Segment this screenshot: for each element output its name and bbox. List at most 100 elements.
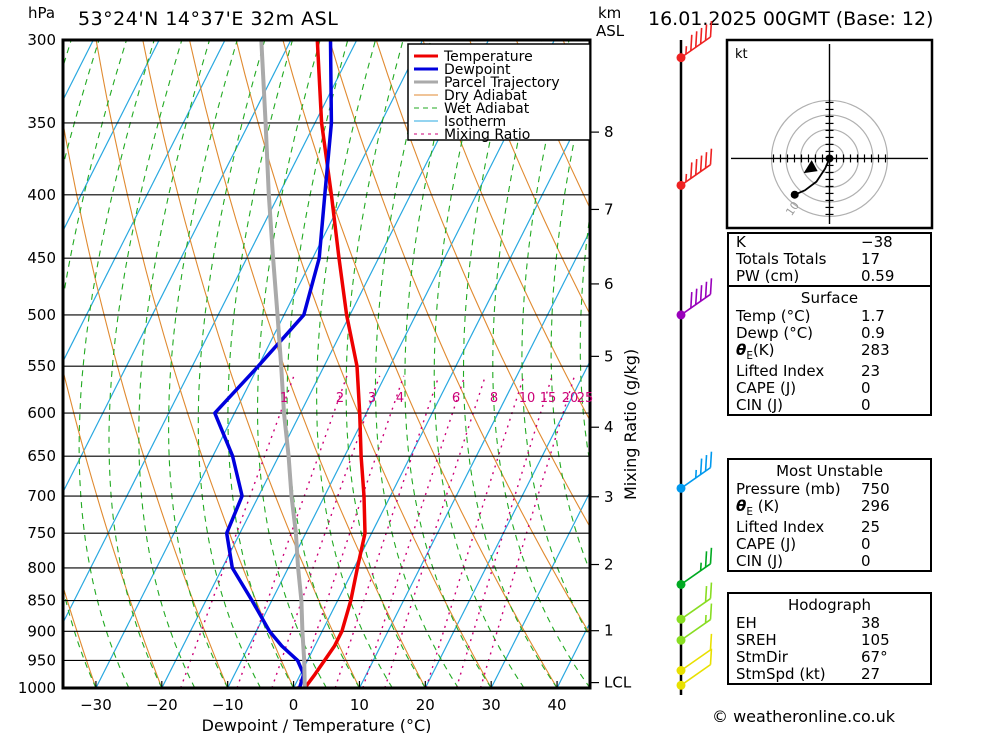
legend-label: Wet Adiabat [444, 101, 530, 117]
wind-barb [676, 547, 713, 589]
surface-label: CAPE (J) [736, 378, 797, 397]
mixing-ratio-value-label: 1 [280, 391, 288, 406]
pressure-tick-label: 950 [27, 651, 56, 669]
profile-dewpoint [213, 40, 334, 688]
altitude-tick-label: 5 [604, 347, 614, 365]
hodograph-stat-value: 105 [861, 631, 890, 649]
mixing-ratio-value-label: 4 [396, 391, 404, 406]
axis-labels: 3003504004505005506006507007508008509009… [18, 31, 640, 733]
surface-rows: Temp (°C) 1.7 Dewp (°C) 0.9 θE(K) 283 Lifted I… [729, 308, 930, 414]
lcl-label: LCL [604, 674, 632, 692]
surface-row: CAPE (J) 0 [729, 380, 930, 397]
profile-parcel-trajectory [259, 40, 307, 688]
most-unstable-value: 296 [861, 497, 890, 515]
wind-barb [676, 648, 713, 690]
temperature-tick-label: 30 [482, 696, 501, 714]
pressure-tick-label: 400 [27, 186, 56, 204]
pressure-tick-label: 900 [27, 622, 56, 640]
hodograph-stat-label: EH [736, 614, 757, 632]
stability-index-label: PW (cm) [736, 267, 800, 285]
hodograph-stat-value: 38 [861, 614, 881, 632]
stability-index-value: 17 [861, 250, 881, 268]
hodograph-stats-rows: EH 38 SREH 105 StmDir 67° StmSpd (kt) 27 [729, 615, 930, 683]
wind-barb [676, 451, 713, 493]
pressure-tick-label: 1000 [18, 679, 56, 697]
surface-value: 0.9 [861, 324, 885, 342]
pressure-tick-label: 700 [27, 487, 56, 505]
temperature-tick-label: −20 [146, 696, 178, 714]
most-unstable-value: 750 [861, 480, 890, 498]
mixing-ratio-value-label: 15 [540, 391, 557, 406]
mixing-ratio-value-label: 2 [336, 391, 344, 406]
wind-barb [676, 148, 713, 190]
hodograph-stats-title: Hodograph [787, 596, 872, 614]
pressure-unit-label: hPa [28, 4, 56, 22]
altitude-tick-label: 6 [604, 275, 614, 293]
most-unstable-rows: Pressure (mb) 750 θE (K) 296 Lifted Index 25 C… [729, 481, 930, 570]
altitude-tick-label: 2 [604, 556, 614, 574]
legend-label: Temperature [443, 49, 533, 65]
most-unstable-label: Pressure (mb) [736, 480, 841, 498]
most-unstable-value: 25 [861, 517, 881, 536]
stability-index-label: Totals Totals [736, 250, 827, 268]
surface-row: Dewp (°C) 0.9 [729, 325, 930, 342]
x-axis-title: Dewpoint / Temperature (°C) [202, 716, 432, 733]
hodograph-stat-row: StmSpd (kt) 27 [729, 666, 930, 683]
wind-barb-column [676, 20, 713, 695]
pressure-tick-label: 850 [27, 592, 56, 610]
surface-title: Surface [800, 289, 859, 307]
surface-value: 283 [861, 341, 890, 359]
mixing-ratio-value-label: 3 [368, 391, 376, 406]
most-unstable-row: CAPE (J) 0 [729, 536, 930, 553]
legend-label: Dewpoint [444, 62, 511, 78]
temperature-tick-label: 40 [548, 696, 567, 714]
pressure-tick-label: 750 [27, 524, 56, 542]
most-unstable-label: CIN (J) [736, 551, 784, 570]
surface-value: 0 [861, 378, 871, 397]
hodograph-stat-label: StmSpd (kt) [736, 665, 826, 683]
hodograph-stat-row: StmDir 67° [729, 649, 930, 666]
altitude-tick-label: 3 [604, 488, 614, 506]
altitude-unit-label: km [598, 4, 622, 22]
altitude-tick-label: 7 [604, 200, 614, 218]
temperature-tick-label: 0 [289, 696, 299, 714]
hodograph-stat-label: StmDir [736, 648, 788, 666]
pressure-tick-label: 550 [27, 357, 56, 375]
station-title: 53°24'N 14°37'E 32m ASL [78, 8, 339, 30]
indices-panel: K −38 Totals Totals 17 PW (cm) 0.59 Surface T… [727, 232, 932, 416]
pressure-tick-label: 350 [27, 114, 56, 132]
hodograph-stats-panel: Hodograph EH 38 SREH 105 StmDir 67° StmSpd (kt… [727, 592, 932, 685]
wind-barb [676, 582, 713, 624]
mixing-ratio-value-label: 10 [519, 391, 536, 406]
surface-row: Temp (°C) 1.7 [729, 308, 930, 325]
mixing-ratio-value-label: 20 [562, 391, 579, 406]
legend-label: Parcel Trajectory [444, 75, 560, 91]
pressure-tick-label: 800 [27, 559, 56, 577]
temperature-tick-label: 20 [416, 696, 435, 714]
profile-temperature [303, 40, 367, 688]
hodograph-stat-value: 27 [861, 665, 881, 683]
surface-value: 0 [861, 395, 871, 414]
mixing-ratio-axis-title: Mixing Ratio (g/kg) [621, 349, 640, 500]
surface-row: Lifted Index 23 [729, 363, 930, 380]
profile-curves [213, 40, 367, 688]
most-unstable-label: Lifted Index [736, 517, 825, 536]
wind-barb [676, 633, 713, 675]
most-unstable-value: 0 [861, 534, 871, 553]
most-unstable-title: Most Unstable [776, 462, 883, 480]
mixing-ratio-value-label: 25 [577, 391, 594, 406]
datetime-title: 16.01.2025 00GMT (Base: 12) [648, 8, 934, 30]
altitude-asl-label: ASL [596, 22, 625, 40]
stability-indices-rows: K −38 Totals Totals 17 PW (cm) 0.59 [729, 234, 930, 285]
hodograph-stat-value: 67° [861, 648, 888, 666]
wind-barb [676, 20, 713, 63]
altitude-tick-label: 4 [604, 418, 614, 436]
stability-index-row: PW (cm) 0.59 [729, 268, 930, 285]
wind-barb [676, 603, 713, 645]
surface-label: Dewp (°C) [736, 324, 814, 342]
legend-label: Mixing Ratio [444, 127, 530, 143]
stability-index-value: −38 [861, 233, 893, 251]
